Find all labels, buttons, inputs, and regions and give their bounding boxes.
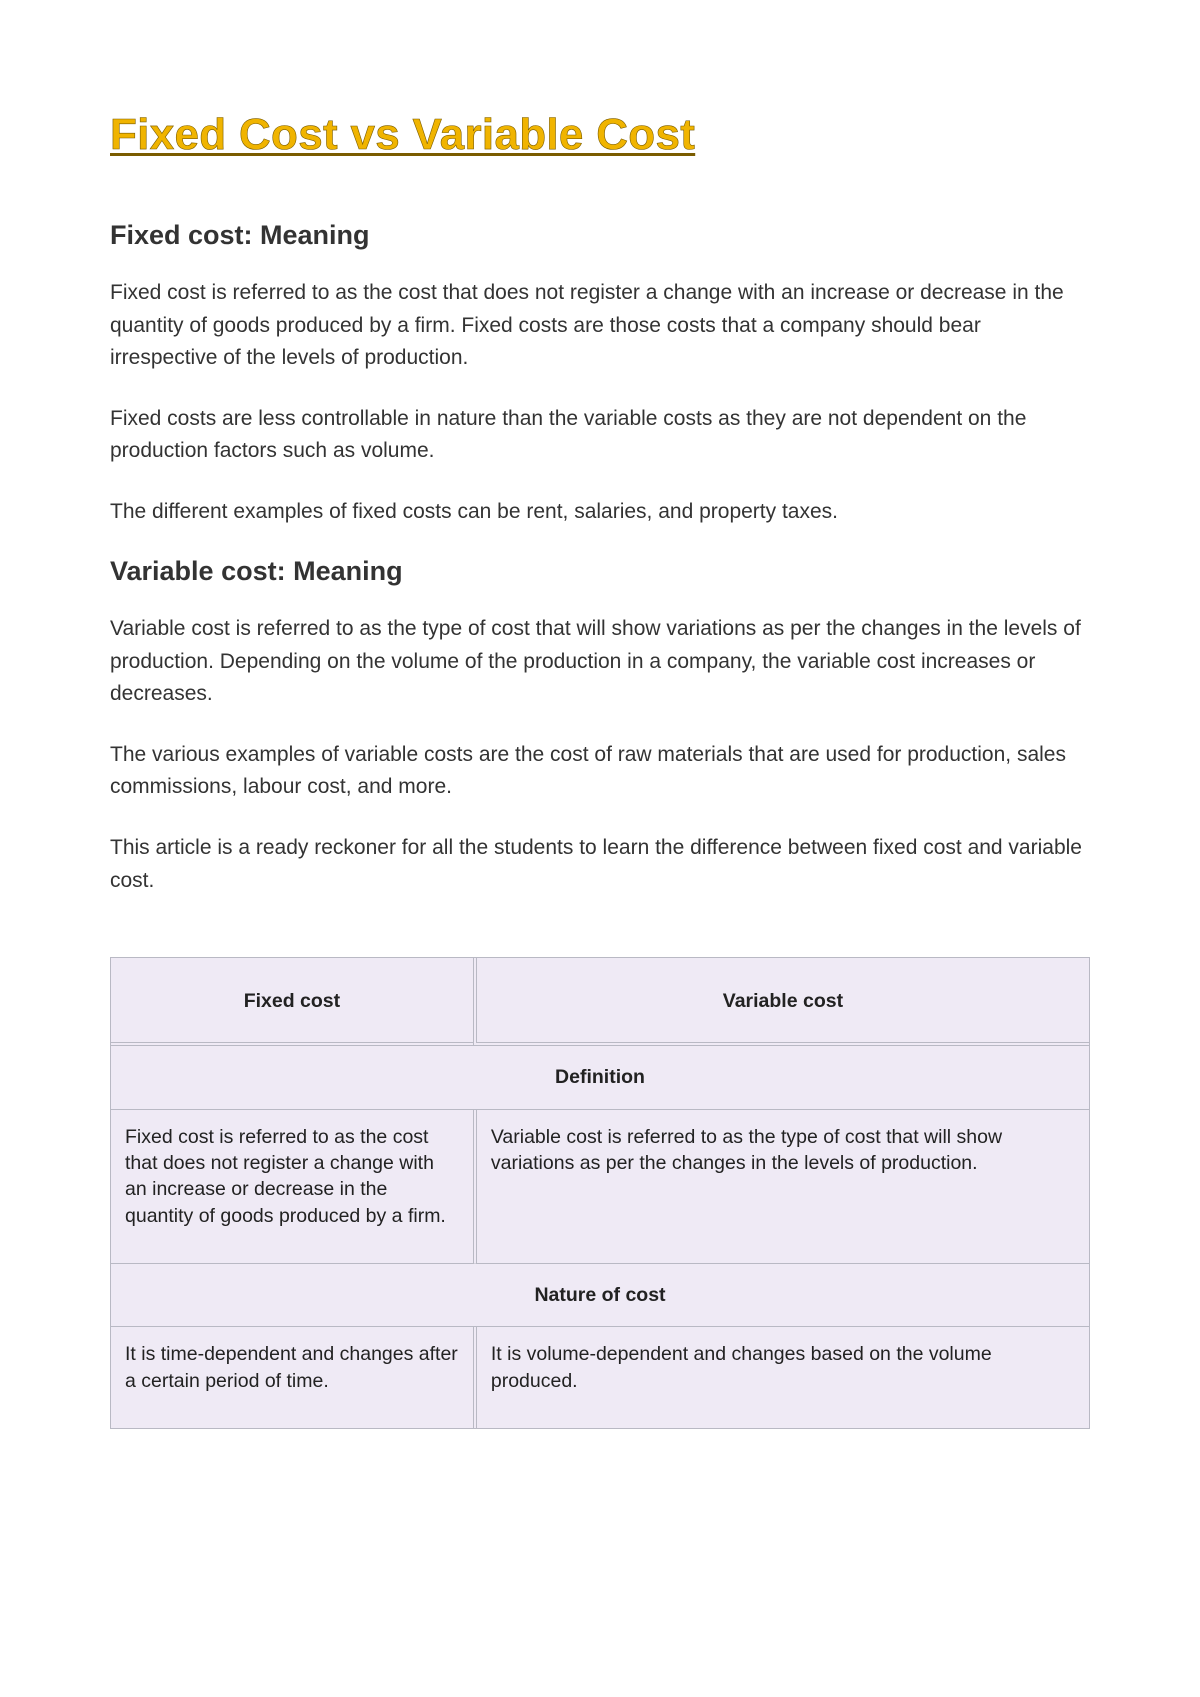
variable-cost-heading: Variable cost: Meaning <box>110 556 1090 587</box>
table-section-row: Definition <box>111 1046 1089 1109</box>
page-title: Fixed Cost vs Variable Cost <box>110 110 1090 160</box>
nature-fixed-cell: It is time-dependent and changes after a… <box>111 1327 473 1428</box>
fixed-cost-heading: Fixed cost: Meaning <box>110 220 1090 251</box>
fixed-cost-paragraph-2: Fixed costs are less controllable in nat… <box>110 403 1090 468</box>
definition-fixed-cell: Fixed cost is referred to as the cost th… <box>111 1110 473 1264</box>
fixed-cost-paragraph-1: Fixed cost is referred to as the cost th… <box>110 277 1090 375</box>
header-fixed-cost: Fixed cost <box>111 958 473 1046</box>
section-label-nature: Nature of cost <box>111 1264 1089 1327</box>
table-row: It is time-dependent and changes after a… <box>111 1327 1089 1428</box>
definition-variable-cell: Variable cost is referred to as the type… <box>473 1110 1089 1264</box>
variable-cost-paragraph-2: The various examples of variable costs a… <box>110 739 1090 804</box>
fixed-cost-paragraph-3: The different examples of fixed costs ca… <box>110 496 1090 529</box>
header-variable-cost: Variable cost <box>473 958 1089 1046</box>
table-header-row: Fixed cost Variable cost <box>111 958 1089 1046</box>
nature-variable-cell: It is volume-dependent and changes based… <box>473 1327 1089 1428</box>
document-page: Fixed Cost vs Variable Cost Fixed cost: … <box>0 0 1200 1519</box>
table-section-row: Nature of cost <box>111 1264 1089 1327</box>
comparison-table: Fixed cost Variable cost Definition Fixe… <box>110 957 1090 1429</box>
variable-cost-paragraph-1: Variable cost is referred to as the type… <box>110 613 1090 711</box>
section-label-definition: Definition <box>111 1046 1089 1109</box>
table-row: Fixed cost is referred to as the cost th… <box>111 1110 1089 1264</box>
variable-cost-paragraph-3: This article is a ready reckoner for all… <box>110 832 1090 897</box>
